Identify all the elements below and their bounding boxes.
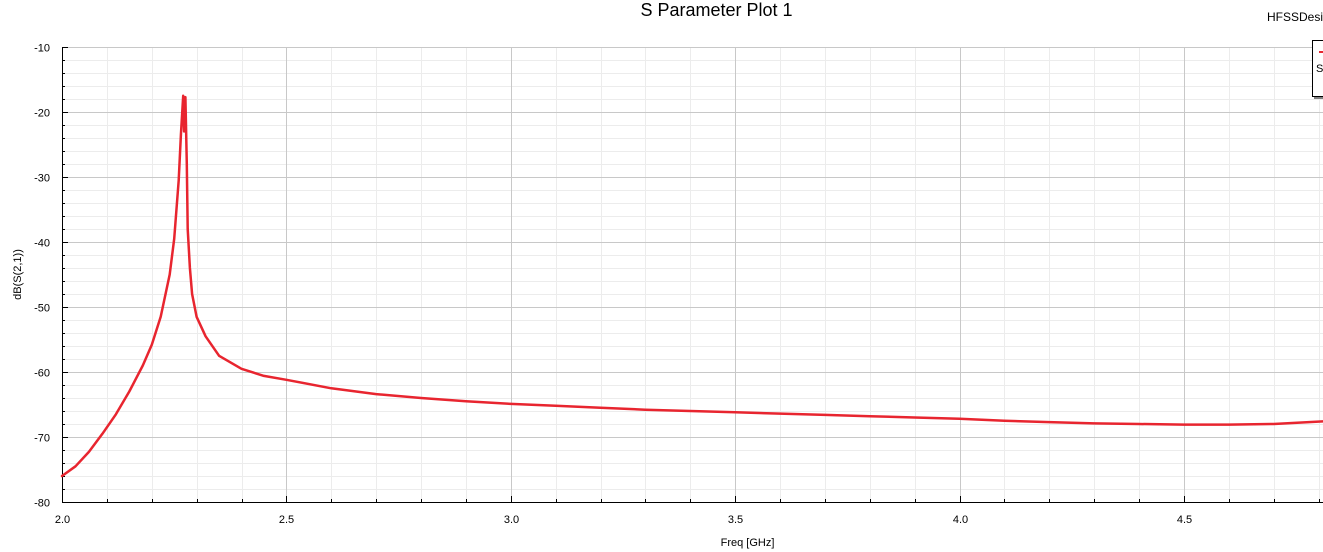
legend-series-label: S (1316, 63, 1323, 75)
axis-layer (62, 47, 1323, 503)
x-axis-label: Freq [GHz] (721, 537, 775, 549)
y-axis-label: dB(S(2,1)) (12, 249, 24, 300)
x-tick-label: 2.5 (279, 514, 294, 526)
y-tick-label: -80 (34, 498, 50, 510)
y-tick-label: -40 (34, 238, 50, 250)
series-layer (60, 94, 1323, 478)
chart-title: S Parameter Plot 1 (640, 0, 793, 20)
legend[interactable]: S (1312, 40, 1323, 97)
y-tick-label: -70 (34, 433, 50, 445)
y-tick-label: -60 (34, 368, 50, 380)
y-tick-label: -50 (34, 303, 50, 315)
grid-layer (62, 47, 1323, 503)
series-line-0 (60, 94, 1323, 478)
app-label: HFSSDesi (1266, 10, 1323, 24)
legend-series-swatch (1319, 51, 1323, 53)
y-tick-label: -10 (34, 43, 50, 55)
x-tick-label: 3.5 (728, 514, 743, 526)
x-tick-label: 2.0 (55, 514, 70, 526)
x-tick-label: 3.0 (504, 514, 519, 526)
y-tick-label: -30 (34, 173, 50, 185)
x-tick-label: 4.0 (953, 514, 968, 526)
y-tick-label: -20 (34, 108, 50, 120)
x-tick-label: 4.5 (1177, 514, 1192, 526)
label-layer: 2.0 2.5 3.0 3.5 4.0 4.5 -10 -20 -30 -40 -50 -60 -70 -… (12, 43, 1192, 550)
